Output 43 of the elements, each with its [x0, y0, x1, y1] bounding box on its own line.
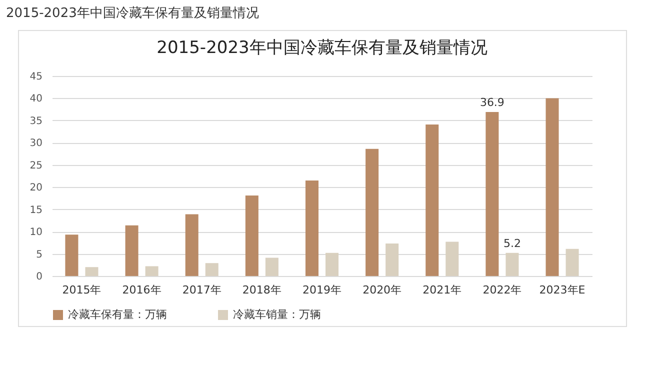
- y-tick-label: 45: [30, 72, 42, 82]
- data-label: 36.9: [480, 96, 504, 109]
- y-tick-label: 15: [30, 204, 42, 216]
- bar: [305, 180, 318, 276]
- bar: [125, 225, 138, 276]
- bar: [245, 196, 258, 276]
- data-label: 5.2: [503, 236, 521, 250]
- x-tick-label: 2017年: [182, 284, 222, 296]
- bar: [265, 258, 278, 276]
- legend-label: 冷藏车销量：万辆: [233, 308, 321, 321]
- bar: [85, 267, 98, 276]
- bar: [65, 234, 78, 276]
- bar: [386, 244, 399, 276]
- x-tick-label: 2021年: [422, 284, 462, 296]
- bar: [205, 263, 218, 276]
- y-tick-label: 30: [30, 138, 42, 150]
- bar: [426, 124, 439, 276]
- bar: [145, 266, 158, 276]
- y-tick-label: 5: [36, 249, 42, 260]
- y-tick-label: 40: [30, 94, 42, 105]
- bar: [566, 248, 579, 276]
- text: 2015-2023年中国冷藏车保有量及销量情况: [6, 5, 260, 22]
- x-tick-label: 2023年E: [539, 284, 586, 296]
- x-tick-label: 2022年: [482, 284, 522, 296]
- x-tick-label: 2016年: [122, 284, 162, 296]
- bar: [185, 214, 198, 276]
- bar: [446, 242, 459, 276]
- legend-label: 冷藏车保有量：万辆: [68, 308, 167, 321]
- bar: [486, 112, 499, 276]
- y-tick-label: 20: [30, 182, 42, 194]
- x-tick-label: 2015年: [62, 284, 102, 296]
- y-tick-label: 10: [30, 227, 42, 238]
- chart-title: 2015-2023年中国冷藏车保有量及销量情况: [156, 38, 488, 58]
- y-tick-label: 35: [30, 116, 42, 127]
- y-tick-label: 0: [36, 272, 42, 282]
- y-tick-label: 25: [30, 160, 42, 172]
- bar: [546, 98, 559, 276]
- bar: [326, 252, 339, 276]
- bar: [366, 148, 379, 276]
- x-tick-label: 2020年: [362, 284, 402, 296]
- x-tick-label: 2018年: [242, 284, 282, 296]
- x-tick-label: 2019年: [302, 284, 342, 296]
- bar: [506, 252, 519, 276]
